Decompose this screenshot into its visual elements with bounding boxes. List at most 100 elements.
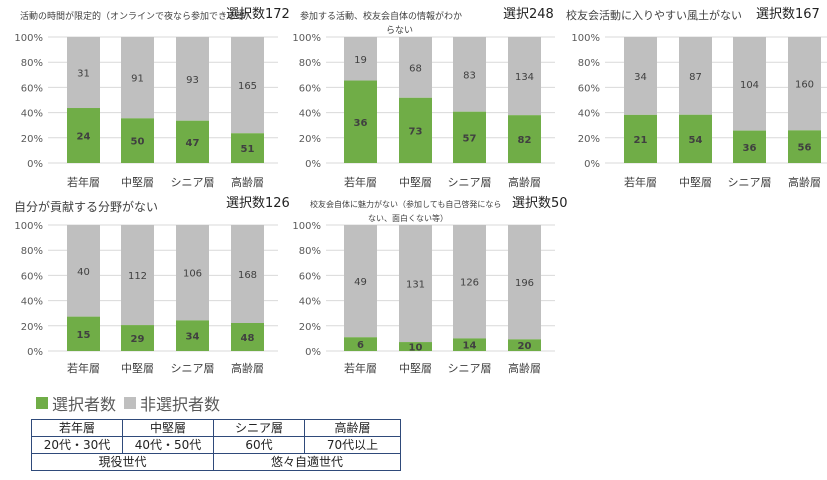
chart-1-category-label: 若年層 — [67, 175, 100, 189]
chart-5-category-label: 若年層 — [344, 361, 377, 375]
chart-1-data-label-selected: 50 — [131, 137, 145, 148]
chart-1-bar-unselected — [231, 37, 264, 134]
chart-2-data-label-unselected: 68 — [409, 63, 422, 74]
chart-1-y-tick-label: 60% — [21, 83, 43, 94]
chart-3-bar-unselected — [624, 37, 657, 115]
chart-2-bar-unselected — [344, 37, 377, 81]
chart-1-title-line: 活動の時間が限定的（オンラインで夜なら参加できる等） — [20, 10, 254, 22]
chart-4-data-label-unselected: 112 — [128, 271, 147, 282]
chart-2-bar-selected — [344, 80, 377, 163]
chart-2-bar-selected — [508, 115, 541, 163]
chart-3-bar-selected — [624, 114, 657, 163]
chart-4-bar-selected — [67, 316, 100, 351]
chart-5-data-label-selected: 20 — [518, 341, 532, 352]
chart-4-title-line: 自分が貢献する分野がない — [14, 199, 158, 214]
chart-2-bar-selected — [399, 97, 432, 163]
chart-1-data-label-selected: 47 — [186, 138, 200, 149]
chart-4-data-label-unselected: 106 — [183, 269, 202, 280]
chart-2-data-label-selected: 82 — [518, 135, 532, 146]
chart-4-y-tick-label: 80% — [21, 246, 43, 257]
legend: 選択者数 非選択者数 — [36, 391, 228, 415]
chart-5-bar-unselected — [399, 225, 432, 343]
chart-5-y-tick-label: 80% — [299, 246, 321, 257]
chart-5-data-label-unselected: 196 — [515, 278, 534, 289]
chart-3-title-line: 校友会活動に入りやすい風土がない — [566, 8, 742, 22]
chart-1-category-label: シニア層 — [171, 176, 215, 189]
chart-5-bar-unselected — [344, 225, 377, 338]
chart-2-category-label: シニア層 — [448, 176, 492, 189]
chart-1-count-label: 選択数172 — [226, 7, 290, 22]
age-header-cell: シニア層 — [213, 419, 305, 437]
chart-3-bar-selected — [679, 114, 712, 163]
chart-2-data-label-selected: 57 — [463, 133, 477, 144]
chart-2-data-label-selected: 73 — [409, 126, 423, 137]
chart-4-category-label: 中堅層 — [121, 362, 154, 375]
chart-3-y-tick-label: 60% — [578, 83, 600, 94]
chart-1-y-tick-label: 20% — [21, 134, 43, 145]
chart-3-bar-selected — [788, 130, 821, 163]
chart-1-bar-unselected — [67, 37, 100, 109]
chart-2-category-label: 高齢層 — [508, 175, 541, 189]
chart-2-data-label-selected: 36 — [354, 118, 368, 129]
age-group-cell-retired: 悠々自適世代 — [213, 453, 401, 471]
chart-2-count-label: 選択248 — [503, 7, 554, 22]
chart-1-data-label-unselected: 165 — [238, 81, 257, 92]
chart-5-y-tick-label: 0% — [305, 347, 321, 358]
age-range-cell: 60代 — [213, 436, 305, 454]
chart-4-y-tick-label: 60% — [21, 271, 43, 282]
chart-2-y-tick-label: 60% — [299, 83, 321, 94]
charts-canvas: 0%20%40%60%80%100%2431若年層5091中堅層4793シニア層… — [14, 7, 827, 375]
chart-3-data-label-unselected: 34 — [634, 72, 647, 83]
chart-2-y-tick-label: 80% — [299, 58, 321, 69]
age-group-table: 若年層 中堅層 シニア層 高齢層 20代・30代 40代・50代 60代 70代… — [31, 419, 401, 471]
age-range-cell: 40代・50代 — [122, 436, 214, 454]
chart-3-count-label: 選択数167 — [756, 7, 820, 22]
chart-3-category-label: 高齢層 — [788, 175, 821, 189]
chart-3-bar-unselected — [679, 37, 712, 115]
chart-5-count-label: 選択数50 — [512, 196, 568, 211]
chart-3-y-tick-label: 20% — [578, 134, 600, 145]
chart-2-title-line: 参加する活動、校友会自体の情報がわか — [300, 10, 462, 22]
chart-3-bar-unselected — [733, 37, 766, 131]
chart-3-y-tick-label: 40% — [578, 109, 600, 120]
chart-3-category-label: シニア層 — [728, 176, 772, 189]
chart-2-bar-unselected — [508, 37, 541, 116]
chart-4-category-label: 高齢層 — [231, 361, 264, 375]
chart-3-y-tick-label: 100% — [571, 33, 600, 44]
chart-5-data-label-unselected: 49 — [354, 277, 367, 288]
legend-swatch-unselected — [124, 397, 137, 409]
chart-2-category-label: 中堅層 — [399, 176, 432, 189]
age-header-cell: 中堅層 — [122, 419, 214, 437]
chart-1-data-label-unselected: 93 — [186, 75, 199, 86]
chart-4-bar-unselected — [121, 225, 154, 326]
chart-3-data-label-selected: 54 — [689, 135, 703, 146]
chart-3-y-tick-label: 80% — [578, 58, 600, 69]
chart-3-y-tick-label: 0% — [584, 159, 600, 170]
chart-5-y-tick-label: 100% — [292, 221, 321, 232]
chart-5-data-label-selected: 6 — [357, 340, 364, 351]
age-table-group-row: 現役世代 悠々自適世代 — [31, 453, 401, 471]
chart-2-y-tick-label: 0% — [305, 159, 321, 170]
chart-4-y-tick-label: 100% — [14, 221, 43, 232]
chart-4-y-tick-label: 40% — [21, 297, 43, 308]
chart-3-data-label-unselected: 104 — [740, 80, 759, 91]
chart-4-data-label-selected: 29 — [131, 334, 145, 345]
chart-4-count-label: 選択数126 — [226, 196, 290, 211]
chart-1-bar-selected — [176, 120, 209, 163]
chart-2-data-label-unselected: 19 — [354, 55, 367, 66]
chart-4-category-label: シニア層 — [171, 362, 215, 375]
chart-5-y-tick-label: 40% — [299, 297, 321, 308]
chart-2-category-label: 若年層 — [344, 175, 377, 189]
age-table-range-row: 20代・30代 40代・50代 60代 70代以上 — [31, 436, 401, 454]
chart-1-data-label-selected: 24 — [77, 132, 91, 143]
chart-5-bar-selected — [344, 337, 377, 351]
chart-4-bar-selected — [121, 325, 154, 351]
chart-2-y-tick-label: 20% — [299, 134, 321, 145]
chart-1-y-tick-label: 80% — [21, 58, 43, 69]
age-range-cell: 20代・30代 — [31, 436, 123, 454]
chart-1-bar-selected — [67, 108, 100, 163]
chart-2-y-tick-label: 100% — [292, 33, 321, 44]
chart-3-bar-unselected — [788, 37, 821, 131]
chart-3-data-label-selected: 56 — [798, 143, 812, 154]
chart-4-y-tick-label: 0% — [27, 347, 43, 358]
